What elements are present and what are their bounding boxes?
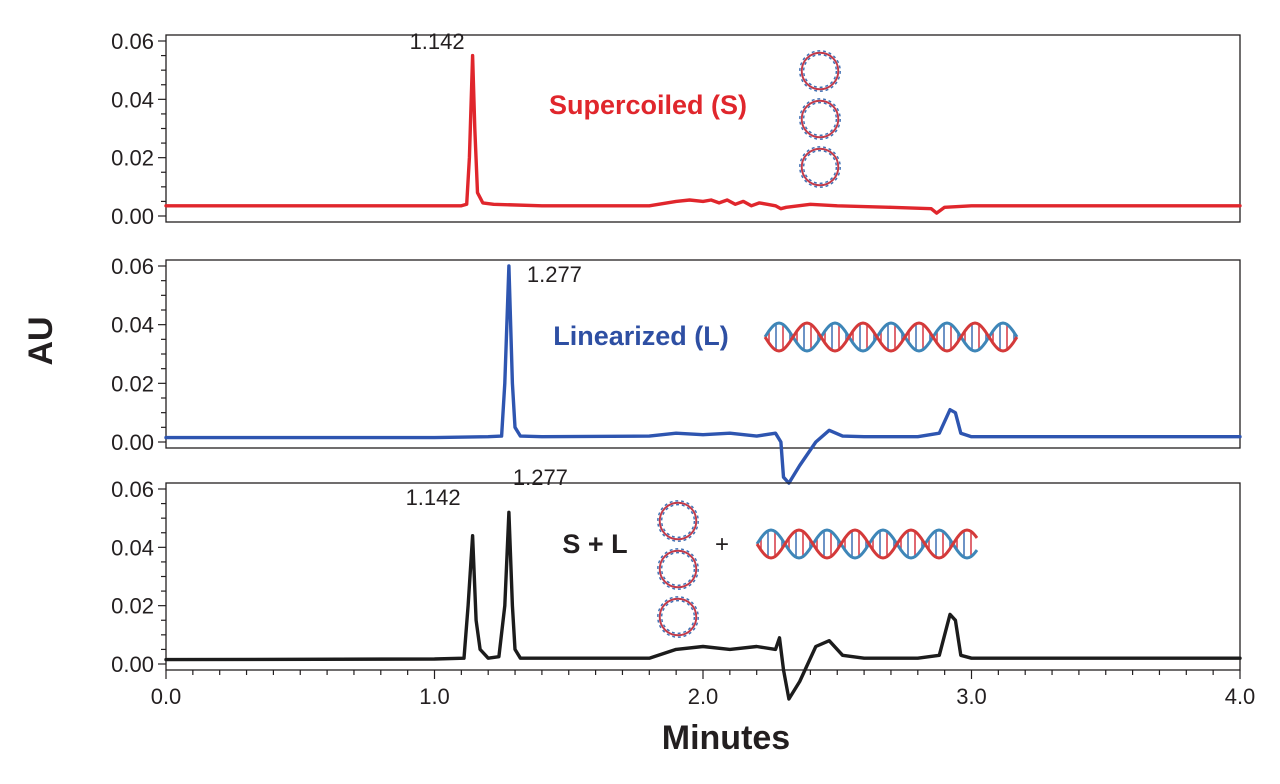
linear-dna-icon: [763, 321, 1019, 353]
panel-linearized: 0.00 0.02 0.04 0.06 1.277 Linearized (L): [111, 254, 1242, 485]
series-line: [164, 510, 1242, 701]
panel-label: Linearized (L): [553, 321, 729, 351]
x-tick-label: 2.0: [688, 684, 719, 709]
panel-supercoiled: 0.00 0.02 0.04 0.06 1.142 Supercoiled (S): [111, 29, 1242, 229]
y-tick-label: 0.06: [111, 29, 154, 54]
plot-frame: [165, 259, 1241, 449]
x-tick-label: 4.0: [1225, 684, 1256, 709]
panel-label: S + L: [562, 529, 627, 559]
y-tick-label: 0.00: [111, 430, 154, 455]
supercoiled-plus-linear-dna-icon: +: [656, 499, 979, 639]
y-tick-label: 0.02: [111, 594, 154, 619]
y-tick-label: 0.06: [111, 477, 154, 502]
y-tick-label: 0.04: [111, 535, 154, 560]
y-tick-label: 0.00: [111, 204, 154, 229]
y-tick-label: 0.02: [111, 146, 154, 171]
y-axis-title: AU: [22, 316, 60, 365]
y-tick-label: 0.04: [111, 87, 154, 112]
panel-combined: 0.00 0.02 0.04 0.06 1.142 1.277 S + L +0.0 1.0 2.…: [111, 465, 1255, 709]
y-tick-label: 0.02: [111, 371, 154, 396]
series-line: [164, 53, 1242, 215]
peak-label: 1.142: [406, 485, 461, 510]
plot-frame: [165, 482, 1241, 671]
plus-sign: +: [715, 531, 729, 558]
peak-label: 1.142: [410, 29, 465, 54]
x-tick-label: 3.0: [956, 684, 987, 709]
series-line: [164, 264, 1242, 485]
y-tick-label: 0.04: [111, 313, 154, 338]
y-tick-label: 0.00: [111, 652, 154, 677]
peak-label: 1.277: [527, 262, 582, 287]
x-tick-label: 1.0: [419, 684, 450, 709]
y-tick-label: 0.06: [111, 254, 154, 279]
panel-label: Supercoiled (S): [549, 90, 747, 120]
plot-frame: [165, 34, 1241, 223]
peak-label: 1.277: [513, 465, 568, 490]
supercoiled-dna-icon: [798, 49, 842, 189]
x-axis-title: Minutes: [662, 719, 790, 757]
x-tick-label: 0.0: [151, 684, 182, 709]
